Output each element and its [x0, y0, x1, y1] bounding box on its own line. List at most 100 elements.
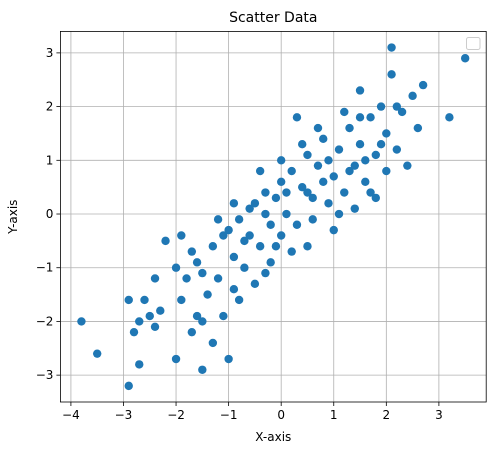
data-point — [187, 247, 197, 256]
data-point — [129, 327, 139, 337]
data-point — [250, 199, 260, 208]
data-point — [324, 199, 333, 208]
data-point — [355, 113, 365, 122]
data-point — [350, 161, 359, 170]
data-point — [340, 188, 349, 197]
data-point — [366, 188, 375, 197]
data-point — [261, 188, 270, 197]
data-point — [282, 209, 291, 219]
data-point — [445, 113, 454, 122]
x-tick-label: −2 — [167, 408, 185, 422]
data-point — [382, 166, 391, 176]
data-point — [418, 80, 428, 90]
y-tick-label: −1 — [36, 261, 54, 275]
data-point — [403, 161, 412, 170]
data-point — [171, 354, 181, 364]
x-tick-label: 3 — [435, 408, 443, 422]
data-point — [276, 231, 286, 240]
data-point — [298, 139, 307, 149]
data-point — [245, 204, 254, 213]
data-point — [319, 177, 328, 186]
legend-box — [466, 37, 481, 50]
x-tick-label: −3 — [115, 408, 133, 422]
data-point — [329, 225, 338, 235]
data-point — [371, 150, 381, 160]
data-point — [387, 70, 396, 79]
data-point — [140, 295, 149, 305]
data-point — [261, 209, 270, 219]
data-point — [135, 317, 144, 326]
data-point — [192, 258, 202, 267]
data-point — [255, 166, 265, 176]
data-point — [334, 145, 344, 154]
data-point — [376, 102, 386, 111]
data-point — [266, 220, 275, 229]
data-point — [150, 274, 160, 283]
x-tick-label: 1 — [330, 408, 338, 422]
data-point — [303, 242, 312, 251]
data-point — [371, 193, 381, 203]
data-point — [345, 166, 354, 176]
grid-layer — [60, 31, 487, 402]
x-tick-label: −1 — [220, 408, 238, 422]
data-point — [150, 322, 160, 332]
y-tick-label: −3 — [36, 368, 54, 382]
data-point — [203, 290, 212, 299]
data-point — [234, 215, 244, 224]
data-point — [198, 365, 207, 374]
data-point — [376, 139, 386, 149]
x-tick-label: −4 — [62, 408, 80, 422]
data-point — [208, 242, 218, 251]
data-point — [303, 188, 312, 197]
data-point — [224, 225, 233, 235]
data-point — [145, 311, 154, 321]
data-point — [292, 220, 302, 229]
data-point — [229, 252, 239, 262]
chart-title: Scatter Data — [229, 10, 317, 26]
points-layer — [77, 43, 470, 391]
data-point — [361, 156, 370, 165]
data-point — [271, 193, 281, 203]
data-point — [261, 268, 270, 278]
data-point — [92, 349, 102, 358]
data-point — [245, 231, 254, 240]
data-point — [219, 311, 228, 321]
data-point — [382, 129, 391, 138]
data-point — [276, 156, 286, 165]
data-point — [229, 199, 239, 208]
data-point — [208, 338, 218, 348]
data-point — [219, 231, 228, 240]
data-point — [135, 360, 144, 369]
data-point — [213, 215, 223, 224]
plot-frame — [60, 30, 487, 403]
data-point — [240, 236, 249, 246]
y-tick-label: 0 — [46, 207, 54, 221]
data-point — [177, 231, 186, 240]
y-tick-label: 2 — [46, 100, 54, 114]
data-point — [329, 172, 338, 181]
data-point — [124, 295, 133, 305]
y-tick-label: 1 — [46, 153, 54, 167]
data-point — [303, 150, 312, 160]
data-point — [345, 123, 354, 133]
data-point — [198, 268, 207, 278]
data-point — [161, 236, 170, 246]
data-point — [229, 285, 239, 294]
data-point — [460, 54, 470, 63]
data-point — [287, 247, 296, 256]
ticks-layer: −4 −3 −2 −1 0 1 2 3 −3 −2 −1 0 1 2 3 — [36, 46, 443, 422]
data-point — [397, 107, 407, 117]
y-tick-label: 3 — [46, 46, 54, 60]
data-point — [350, 204, 359, 213]
data-point — [392, 145, 402, 154]
data-point — [408, 91, 417, 101]
data-point — [392, 102, 402, 111]
data-point — [276, 177, 286, 186]
data-point — [182, 274, 191, 283]
data-point — [266, 258, 275, 267]
data-point — [192, 311, 202, 321]
data-point — [313, 123, 323, 133]
data-point — [156, 306, 165, 315]
